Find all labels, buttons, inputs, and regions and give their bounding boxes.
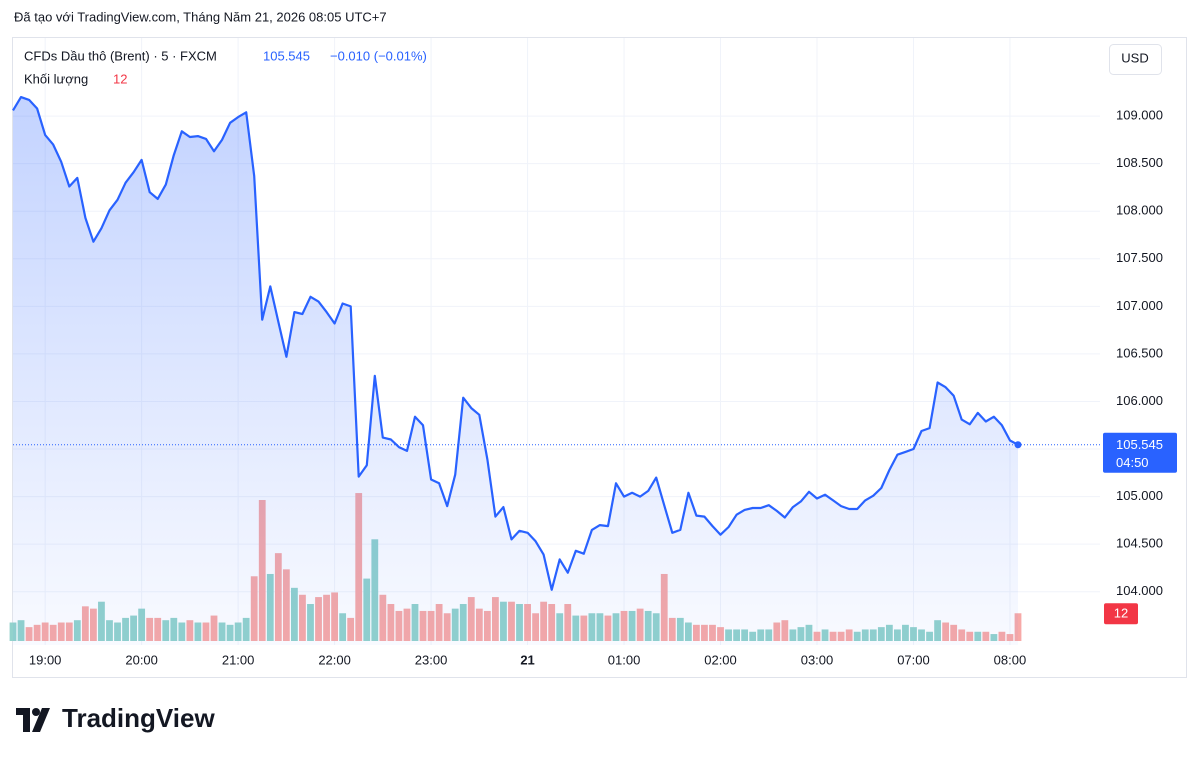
x-tick-label: 01:00	[608, 652, 641, 667]
volume-tag-value: 12	[1114, 606, 1128, 621]
price-tag-countdown: 04:50	[1116, 455, 1149, 470]
price-area	[13, 97, 1018, 646]
logo-icon	[16, 708, 30, 732]
volume-tag	[1104, 603, 1138, 625]
chart-frame	[12, 37, 1187, 678]
y-tick-label: 107.000	[1116, 298, 1163, 313]
logo-icon	[32, 708, 50, 732]
y-tick-label: 107.500	[1116, 250, 1163, 265]
legend-price: 105.545	[263, 48, 310, 63]
y-tick-label: 108.500	[1116, 155, 1163, 170]
price-pane	[12, 96, 1100, 646]
legend-volume-value: 12	[113, 71, 127, 86]
y-tick-label: 109.000	[1116, 108, 1163, 123]
logo-icon	[32, 708, 40, 716]
y-tick-label: 108.000	[1116, 203, 1163, 218]
x-tick-label: 23:00	[415, 652, 448, 667]
legend-symbol: CFDs Dầu thô (Brent) · 5 · FXCM	[24, 48, 217, 63]
header-title: Đã tạo với TradingView.com, Tháng Năm 21…	[14, 9, 387, 24]
price-tag-value: 105.545	[1116, 437, 1163, 452]
x-tick-label: 03:00	[801, 652, 834, 667]
legend-change: −0.010 (−0.01%)	[330, 48, 427, 63]
currency-label[interactable]: USD	[1121, 50, 1148, 65]
x-tick-label: 20:00	[125, 652, 158, 667]
x-tick-label: 19:00	[29, 652, 62, 667]
legend-volume: Khối lượng	[24, 71, 88, 86]
logo: TradingView	[16, 703, 215, 733]
y-tick-label: 104.000	[1116, 583, 1163, 598]
y-tick-label: 105.000	[1116, 488, 1163, 503]
logo-text: TradingView	[62, 703, 215, 733]
price-line	[12, 96, 1019, 591]
y-tick-label: 106.000	[1116, 393, 1163, 408]
x-tick-label: 08:00	[994, 652, 1027, 667]
x-tick-label: 02:00	[704, 652, 737, 667]
last-price-dot	[1014, 441, 1022, 449]
x-tick-label: 21:00	[222, 652, 255, 667]
x-tick-label: 07:00	[897, 652, 930, 667]
x-tick-label: 21	[520, 652, 534, 667]
price-tag	[1103, 432, 1177, 473]
y-tick-label: 106.500	[1116, 345, 1163, 360]
x-tick-label: 22:00	[318, 652, 351, 667]
y-tick-label: 104.500	[1116, 536, 1163, 551]
currency-button[interactable]	[1109, 44, 1162, 75]
axes: 104.000104.500105.000105.500106.000106.5…	[29, 108, 1177, 667]
